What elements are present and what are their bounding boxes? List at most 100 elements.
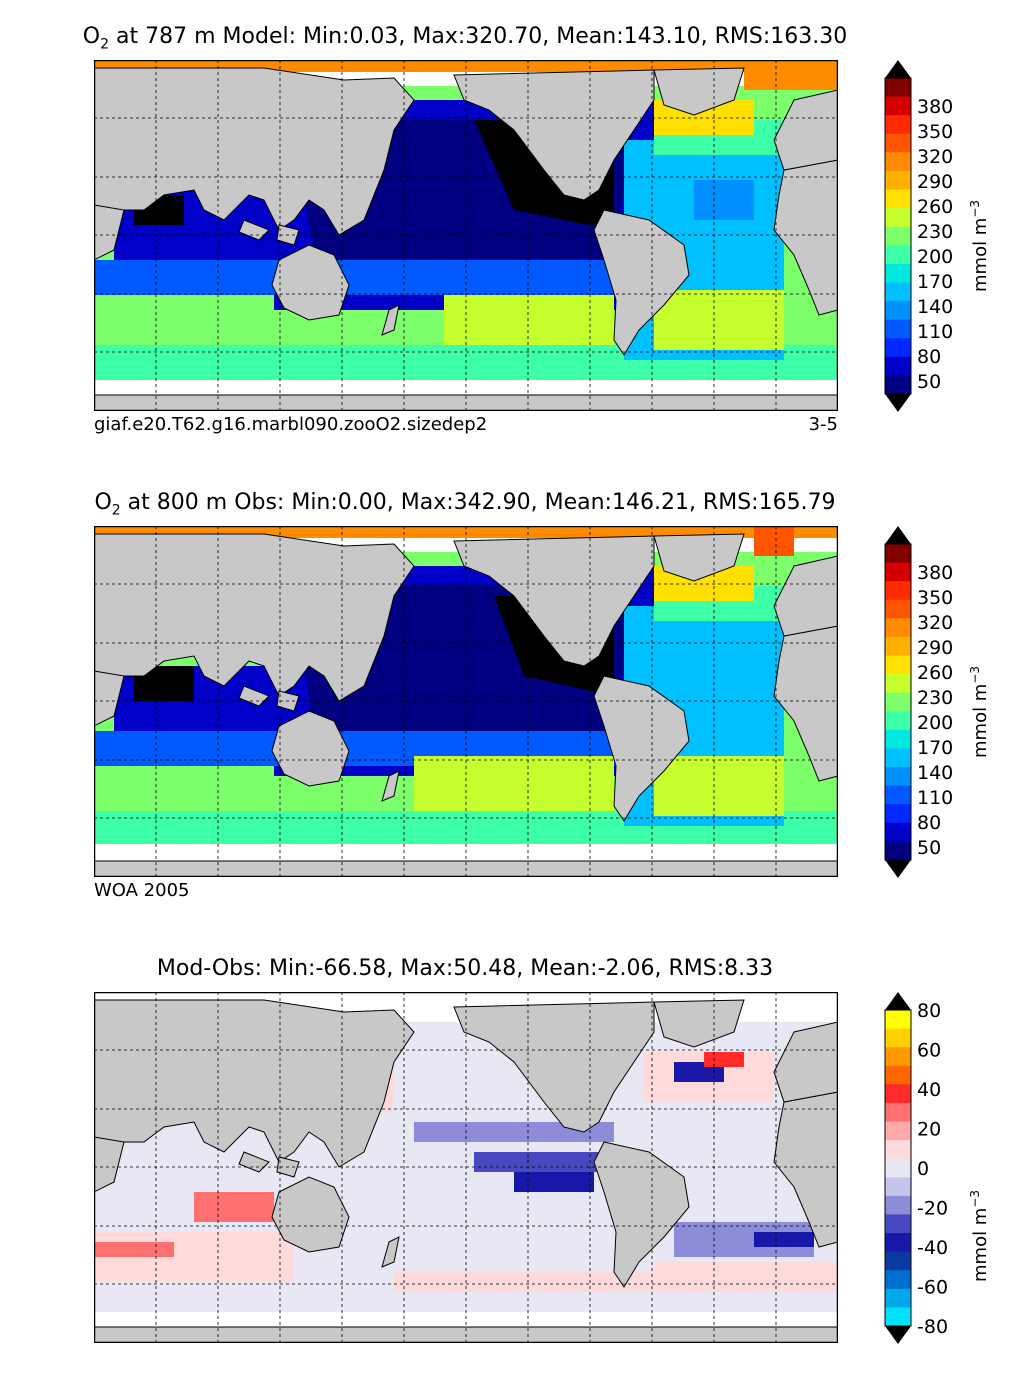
colorbar-tick-label: 140 [917, 762, 953, 784]
colorbar-tick-label: 60 [917, 1040, 941, 1062]
obs-panel-title: O2 at 800 m Obs: Min:0.00, Max:342.90, M… [0, 490, 930, 518]
colorbar-swatch [885, 729, 911, 749]
title-prefix: O [82, 24, 101, 49]
colorbar-swatch [885, 599, 911, 619]
model-run-label: giaf.e20.T62.g16.marbl090.zooO2.sizedep2 [94, 414, 488, 435]
model-years-label: 3-5 [808, 414, 838, 435]
colorbar-tick-label: 200 [917, 246, 953, 268]
diff-panel: Mod-Obs: Min:-66.58, Max:50.48, Mean:-2.… [0, 932, 1021, 1372]
colorbar-tick-label: 40 [917, 1079, 941, 1101]
colorbar-extend-min [885, 860, 911, 878]
colorbar-swatch [885, 822, 911, 842]
colorbar-swatch [885, 1233, 911, 1253]
obs-colorbar-unit: mmol m−3 [968, 665, 991, 758]
title-text: at 800 m Obs: Min:0.00, Max:342.90, Mean… [120, 490, 836, 515]
model-map [94, 60, 838, 411]
colorbar-tick-label: 170 [917, 737, 953, 759]
colorbar-swatch [885, 1028, 911, 1048]
model-colorbar: 380 350 320 290 260 230 200 170 140 110 80 50 mmol … [880, 60, 1020, 412]
colorbar-swatch [885, 245, 911, 265]
colorbar-extend-max [885, 526, 911, 544]
colorbar-tick-label: 200 [917, 712, 953, 734]
colorbar-tick-label: 170 [917, 271, 953, 293]
colorbar-swatch [885, 152, 911, 172]
diff-colorbar: 80 60 40 20 0 -20 -40 -60 -80 mmol m−3 [880, 992, 1020, 1344]
colorbar-tick-label: 320 [917, 146, 953, 168]
colorbar-swatch [885, 1195, 911, 1215]
obs-panel: O2 at 800 m Obs: Min:0.00, Max:342.90, M… [0, 466, 1021, 926]
colorbar-tick-label: 350 [917, 121, 953, 143]
colorbar-tick-label: 80 [917, 346, 941, 368]
colorbar-swatch [885, 1177, 911, 1197]
colorbar-swatch [885, 115, 911, 135]
colorbar-swatch [885, 692, 911, 712]
title-prefix: O [94, 490, 112, 515]
obs-source-label: WOA 2005 [94, 880, 190, 901]
colorbar-swatch [885, 748, 911, 768]
colorbar-tick-label: 320 [917, 612, 953, 634]
colorbar-tick-label: 260 [917, 196, 953, 218]
colorbar-extend-max [885, 60, 911, 78]
colorbar-swatch [885, 208, 911, 228]
model-panel: O2 at 787 m Model: Min:0.03, Max:320.70,… [0, 0, 1021, 460]
colorbar-tick-label: 380 [917, 96, 953, 118]
colorbar-swatch [885, 581, 911, 601]
colorbar-swatch [885, 78, 911, 98]
colorbar-swatch [885, 282, 911, 302]
colorbar-swatch [885, 133, 911, 153]
colorbar-tick-label: 110 [917, 321, 953, 343]
title-subscript: 2 [111, 502, 121, 519]
colorbar-swatch [885, 655, 911, 675]
colorbar-tick-label: 80 [917, 812, 941, 834]
colorbar-tick-label: 290 [917, 171, 953, 193]
diff-panel-title: Mod-Obs: Min:-66.58, Max:50.48, Mean:-2.… [0, 956, 930, 981]
colorbar-tick-label: 0 [917, 1158, 929, 1180]
colorbar-tick-label: 140 [917, 296, 953, 318]
colorbar-tick-label: 50 [917, 837, 941, 859]
colorbar-swatch [885, 711, 911, 731]
obs-map [94, 526, 838, 877]
colorbar-swatch [885, 189, 911, 209]
colorbar-swatch [885, 636, 911, 657]
colorbar-swatch [885, 1065, 911, 1085]
colorbar-swatch [885, 338, 911, 358]
colorbar-tick-label: 50 [917, 371, 941, 393]
colorbar-swatch [885, 96, 911, 116]
colorbar-swatch [885, 544, 911, 564]
colorbar-swatch [885, 263, 911, 283]
colorbar-swatch [885, 1140, 911, 1160]
colorbar-swatch [885, 319, 911, 339]
model-colorbar-unit: mmol m−3 [968, 199, 991, 292]
colorbar-extend-min [885, 394, 911, 412]
colorbar-swatch [885, 226, 911, 246]
colorbar-swatch [885, 170, 911, 191]
colorbar-extend-max [885, 992, 911, 1010]
colorbar-swatch [885, 618, 911, 638]
colorbar-swatch [885, 301, 911, 321]
title-text: Mod-Obs: Min:-66.58, Max:50.48, Mean:-2.… [156, 956, 774, 981]
colorbar-swatch [885, 1158, 911, 1178]
obs-colorbar: 380 350 320 290 260 230 200 170 140 110 80 50 mmol … [880, 526, 1020, 878]
colorbar-tick-label: 20 [917, 1119, 941, 1141]
colorbar-swatch [885, 1251, 911, 1271]
colorbar-swatch [885, 1010, 911, 1030]
colorbar-swatch [885, 785, 911, 805]
title-text: at 787 m Model: Min:0.03, Max:320.70, Me… [109, 24, 848, 49]
diff-colorbar-unit: mmol m−3 [968, 1189, 991, 1282]
colorbar-swatch [885, 1121, 911, 1141]
colorbar-tick-label: 230 [917, 687, 953, 709]
colorbar-tick-label: -80 [917, 1316, 948, 1338]
colorbar-tick-label: 290 [917, 637, 953, 659]
colorbar-frame [884, 1009, 912, 1327]
colorbar-frame [884, 77, 912, 395]
colorbar-swatch [885, 804, 911, 824]
colorbar-tick-label: -60 [917, 1277, 948, 1299]
colorbar-extend-min [885, 1326, 911, 1344]
colorbar-swatch [885, 767, 911, 787]
colorbar-swatch [885, 562, 911, 582]
colorbar-tick-label: 380 [917, 562, 953, 584]
colorbar-tick-label: 230 [917, 221, 953, 243]
colorbar-tick-label: 260 [917, 662, 953, 684]
colorbar-swatch [885, 356, 911, 376]
model-panel-title: O2 at 787 m Model: Min:0.03, Max:320.70,… [0, 24, 930, 52]
